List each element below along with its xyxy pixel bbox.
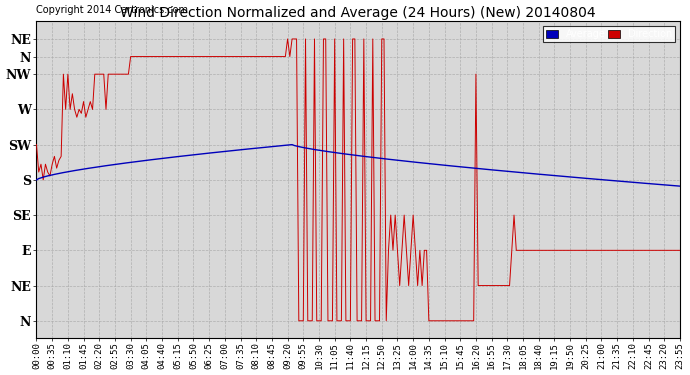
Text: Copyright 2014 Cartronics.com: Copyright 2014 Cartronics.com — [37, 5, 188, 15]
Legend: Average, Direction: Average, Direction — [543, 26, 675, 42]
Title: Wind Direction Normalized and Average (24 Hours) (New) 20140804: Wind Direction Normalized and Average (2… — [120, 6, 596, 20]
